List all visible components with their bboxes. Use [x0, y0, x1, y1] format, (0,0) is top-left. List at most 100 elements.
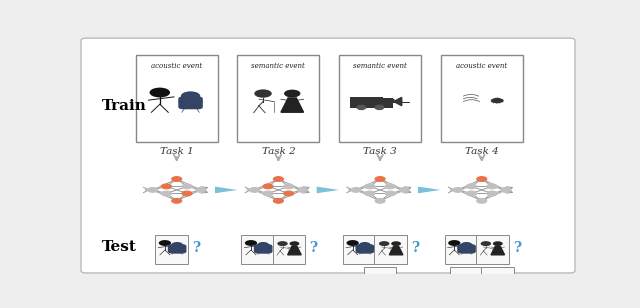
Circle shape — [375, 176, 385, 181]
Circle shape — [245, 240, 257, 246]
Polygon shape — [389, 246, 403, 255]
Circle shape — [172, 242, 183, 248]
FancyBboxPatch shape — [343, 235, 376, 264]
Circle shape — [159, 240, 171, 246]
FancyBboxPatch shape — [457, 244, 476, 254]
Circle shape — [494, 100, 500, 103]
Circle shape — [380, 282, 384, 285]
Circle shape — [493, 241, 502, 246]
Polygon shape — [385, 280, 389, 282]
Circle shape — [467, 184, 477, 189]
Circle shape — [379, 241, 389, 246]
Circle shape — [182, 191, 192, 196]
FancyBboxPatch shape — [364, 267, 396, 296]
Circle shape — [502, 280, 506, 281]
FancyBboxPatch shape — [481, 267, 514, 296]
FancyBboxPatch shape — [215, 187, 218, 192]
Circle shape — [161, 184, 172, 189]
Circle shape — [487, 191, 497, 196]
Circle shape — [365, 184, 375, 189]
Circle shape — [346, 240, 359, 246]
FancyBboxPatch shape — [364, 277, 386, 285]
FancyBboxPatch shape — [450, 277, 472, 285]
Polygon shape — [394, 102, 402, 106]
Circle shape — [250, 188, 259, 192]
Polygon shape — [390, 99, 394, 102]
Text: Task 4: Task 4 — [465, 147, 499, 156]
Circle shape — [370, 282, 374, 285]
Circle shape — [182, 184, 192, 189]
Circle shape — [375, 105, 384, 109]
FancyBboxPatch shape — [254, 244, 273, 254]
Polygon shape — [469, 279, 471, 280]
FancyBboxPatch shape — [241, 235, 274, 264]
FancyBboxPatch shape — [237, 55, 319, 143]
Circle shape — [477, 176, 487, 181]
Text: ?: ? — [513, 241, 521, 255]
Circle shape — [289, 241, 300, 246]
Circle shape — [172, 176, 182, 181]
Circle shape — [504, 280, 507, 281]
Text: ?: ? — [411, 241, 419, 255]
Circle shape — [456, 282, 461, 285]
FancyBboxPatch shape — [374, 235, 407, 264]
Circle shape — [273, 176, 284, 181]
Text: semantic event: semantic event — [353, 62, 407, 70]
Circle shape — [502, 279, 506, 281]
Polygon shape — [471, 280, 475, 282]
Circle shape — [257, 242, 269, 248]
Circle shape — [148, 188, 158, 192]
Circle shape — [351, 188, 361, 192]
FancyBboxPatch shape — [179, 96, 203, 109]
FancyBboxPatch shape — [339, 55, 421, 143]
Circle shape — [391, 241, 401, 246]
Circle shape — [467, 191, 477, 196]
Circle shape — [284, 184, 294, 189]
Circle shape — [196, 188, 205, 192]
Circle shape — [481, 241, 491, 246]
FancyBboxPatch shape — [419, 187, 421, 192]
Circle shape — [399, 188, 409, 192]
FancyBboxPatch shape — [156, 235, 188, 264]
Text: semantic event: semantic event — [252, 62, 305, 70]
Text: ?: ? — [192, 241, 200, 255]
Circle shape — [452, 188, 463, 192]
Polygon shape — [471, 278, 475, 280]
Text: Test: Test — [102, 240, 137, 254]
Circle shape — [477, 198, 487, 203]
Polygon shape — [287, 246, 301, 255]
Circle shape — [172, 198, 182, 203]
Circle shape — [359, 242, 371, 248]
FancyBboxPatch shape — [273, 235, 305, 264]
Circle shape — [448, 240, 461, 246]
Circle shape — [375, 198, 385, 203]
Circle shape — [273, 198, 284, 203]
FancyBboxPatch shape — [476, 235, 509, 264]
Circle shape — [284, 90, 300, 97]
Text: ?: ? — [309, 241, 317, 255]
Circle shape — [492, 99, 497, 102]
Polygon shape — [385, 278, 389, 280]
Circle shape — [487, 184, 497, 189]
Polygon shape — [419, 187, 441, 193]
Polygon shape — [281, 98, 303, 112]
Circle shape — [385, 191, 396, 196]
FancyBboxPatch shape — [376, 278, 391, 285]
Circle shape — [298, 188, 307, 192]
Text: acoustic event: acoustic event — [456, 62, 508, 70]
Text: Task 1: Task 1 — [160, 147, 193, 156]
FancyBboxPatch shape — [136, 55, 218, 143]
FancyBboxPatch shape — [317, 187, 319, 192]
Text: Train: Train — [102, 99, 147, 113]
Text: Task 2: Task 2 — [262, 147, 295, 156]
Circle shape — [254, 89, 272, 98]
FancyBboxPatch shape — [81, 38, 575, 273]
Circle shape — [465, 282, 470, 285]
Circle shape — [277, 241, 288, 246]
Circle shape — [365, 191, 375, 196]
Polygon shape — [394, 97, 402, 102]
Text: acoustic event: acoustic event — [151, 62, 202, 70]
FancyBboxPatch shape — [373, 99, 392, 108]
FancyBboxPatch shape — [356, 244, 374, 254]
FancyBboxPatch shape — [441, 55, 523, 143]
